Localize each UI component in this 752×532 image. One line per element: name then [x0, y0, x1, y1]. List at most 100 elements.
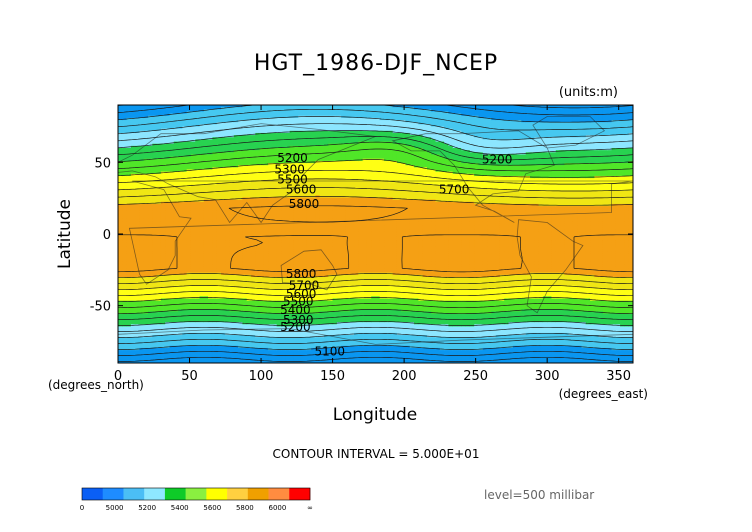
field-cell	[173, 180, 179, 183]
field-cell	[208, 175, 214, 179]
field-cell	[139, 360, 145, 363]
field-cell	[186, 231, 192, 235]
field-cell	[195, 279, 201, 282]
field-cell	[178, 320, 183, 323]
field-cell	[186, 356, 192, 360]
field-cell	[178, 238, 183, 242]
field-cell	[169, 214, 175, 218]
field-cell	[130, 332, 136, 336]
field-cell	[139, 292, 145, 295]
field-cell	[130, 231, 136, 235]
field-cell	[126, 117, 132, 121]
field-cell	[186, 339, 192, 343]
field-cell	[148, 307, 153, 310]
field-cell	[126, 171, 132, 175]
field-cell	[135, 126, 141, 130]
field-cell	[118, 285, 123, 289]
field-cell	[199, 197, 205, 201]
field-cell	[199, 341, 205, 345]
field-cell	[148, 347, 153, 351]
field-cell	[186, 330, 192, 334]
field-cell	[165, 302, 171, 306]
field-cell	[212, 158, 218, 162]
field-cell	[178, 128, 183, 132]
field-cell	[208, 203, 214, 207]
field-cell	[186, 328, 192, 332]
field-cell	[212, 124, 218, 128]
field-cell	[130, 246, 136, 250]
field-cell	[165, 274, 171, 278]
field-cell	[208, 302, 214, 306]
field-cell	[165, 145, 171, 149]
field-cell	[165, 152, 171, 156]
field-cell	[152, 231, 158, 235]
field-cell	[203, 124, 209, 128]
field-cell	[173, 358, 179, 362]
field-cell	[186, 191, 192, 194]
field-cell	[148, 113, 153, 117]
field-cell	[186, 186, 192, 190]
field-cell	[148, 360, 153, 363]
field-cell	[195, 360, 201, 363]
field-cell	[139, 154, 145, 158]
field-cell	[148, 126, 153, 130]
field-cell	[122, 234, 128, 237]
field-cell	[130, 360, 136, 363]
field-cell	[126, 188, 132, 192]
field-cell	[148, 246, 153, 250]
field-cell	[126, 154, 132, 158]
field-cell	[156, 304, 162, 308]
field-cell	[190, 253, 196, 257]
field-cell	[118, 109, 123, 113]
field-cell	[135, 139, 141, 143]
field-cell	[195, 324, 201, 328]
field-cell	[195, 132, 201, 136]
field-cell	[148, 109, 153, 113]
field-cell	[169, 113, 175, 117]
field-cell	[143, 309, 149, 312]
field-cell	[182, 105, 188, 108]
field-cell	[182, 266, 188, 269]
field-cell	[130, 139, 136, 143]
field-cell	[178, 242, 183, 246]
field-cell	[139, 113, 145, 117]
field-cell	[148, 107, 153, 110]
field-cell	[126, 240, 132, 244]
field-cell	[165, 234, 171, 237]
field-cell	[195, 274, 201, 278]
field-cell	[203, 360, 209, 363]
field-cell	[186, 210, 192, 214]
field-cell	[156, 199, 162, 203]
field-cell	[190, 158, 196, 162]
field-cell	[118, 309, 123, 312]
field-cell	[182, 307, 188, 310]
field-cell	[195, 270, 201, 274]
field-cell	[160, 311, 166, 315]
field-cell	[148, 117, 153, 121]
field-cell	[148, 214, 153, 218]
field-cell	[173, 113, 179, 117]
field-cell	[126, 279, 132, 282]
field-cell	[178, 180, 183, 183]
field-cell	[126, 285, 132, 289]
field-cell	[212, 195, 218, 199]
field-cell	[186, 309, 192, 312]
field-cell	[182, 236, 188, 239]
field-cell	[130, 285, 136, 289]
field-cell	[173, 229, 179, 233]
field-cell	[173, 216, 179, 220]
field-cell	[160, 332, 166, 336]
field-cell	[148, 343, 153, 347]
field-cell	[203, 173, 209, 177]
field-cell	[208, 307, 214, 310]
field-cell	[156, 253, 162, 257]
field-cell	[135, 193, 141, 196]
field-cell	[130, 218, 136, 222]
field-cell	[118, 201, 123, 205]
field-cell	[173, 208, 179, 211]
field-cell	[203, 281, 209, 285]
field-cell	[152, 223, 158, 226]
field-cell	[130, 238, 136, 242]
field-cell	[148, 268, 153, 272]
field-cell	[190, 304, 196, 308]
